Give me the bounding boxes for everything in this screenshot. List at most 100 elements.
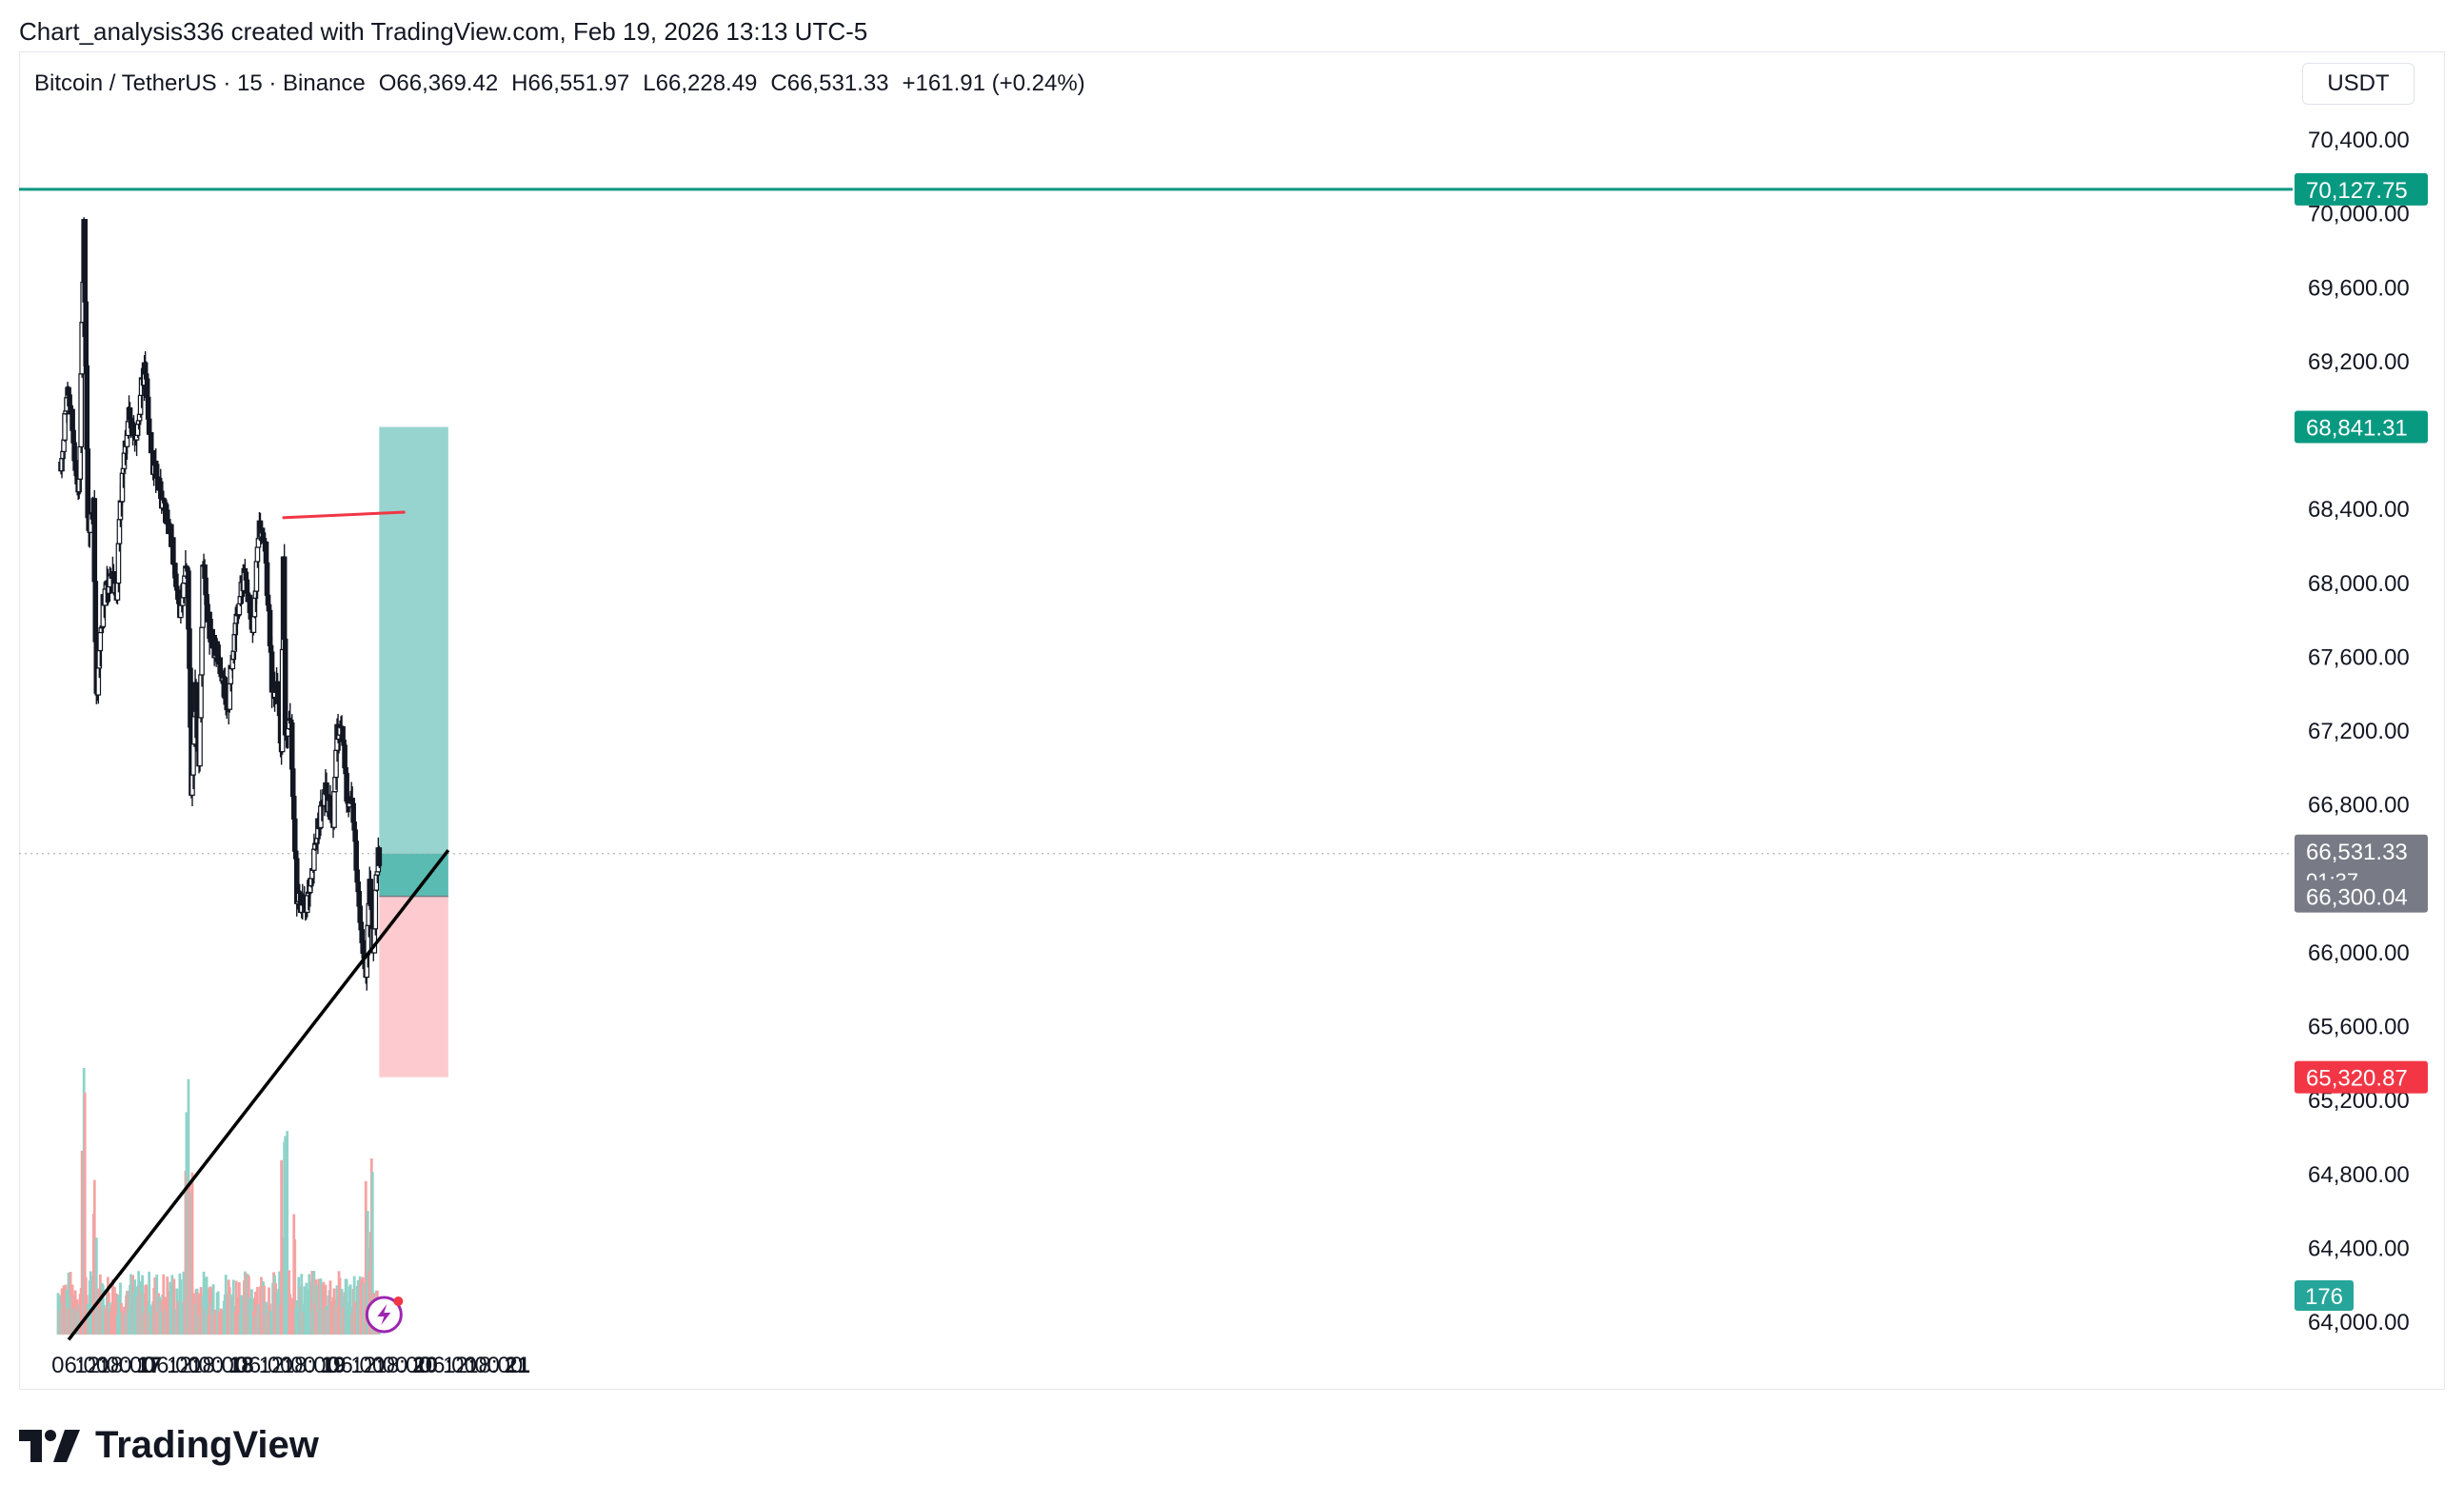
brand-name: TradingView <box>95 1424 319 1466</box>
volume-axis-label-text: 176 <box>2305 1284 2343 1310</box>
volume-bar <box>155 1275 159 1335</box>
volume-bar <box>67 1272 70 1335</box>
price-axis-label-text: 65,320.87 <box>2306 1066 2408 1092</box>
symbol-label[interactable]: Bitcoin / TetherUS · 15 · Binance <box>34 70 366 96</box>
low-value: L66,228.49 <box>643 70 758 96</box>
position-open-pnl-zone <box>379 853 448 897</box>
volume-bar <box>254 1291 257 1335</box>
time-axis-tick: 06:00 <box>420 1353 477 1378</box>
change-value: +161.91 (+0.24%) <box>902 70 1085 96</box>
volume-bar <box>172 1278 176 1335</box>
price-axis-label-text: 66,531.33 <box>2306 840 2408 865</box>
time-axis-tick: 06:00 <box>328 1353 385 1378</box>
candle-body <box>145 396 151 420</box>
time-axis-tick: 12:00 <box>167 1353 224 1378</box>
resistance-line[interactable] <box>282 510 406 520</box>
candle-body <box>372 889 379 930</box>
open-value: O66,369.42 <box>378 70 499 96</box>
currency-selector[interactable]: USDT <box>2302 63 2414 105</box>
volume-bar <box>315 1284 319 1335</box>
candle-body <box>311 848 317 871</box>
candle-body <box>91 498 98 583</box>
volume-bar <box>190 1172 194 1335</box>
volume-axis-label <box>2295 1280 2354 1311</box>
candle-body <box>291 818 298 852</box>
candle-body <box>331 791 337 828</box>
candle-body <box>203 577 209 596</box>
candle-body <box>254 546 261 563</box>
volume-bar <box>141 1275 145 1335</box>
candle-body <box>222 677 229 700</box>
price-axis-label <box>2295 880 2428 913</box>
candle-body <box>190 743 196 776</box>
volume-bar <box>312 1271 316 1335</box>
price-axis-tick: 67,600.00 <box>2308 644 2410 670</box>
chart-caption: Chart_analysis336 created with TradingVi… <box>19 17 868 46</box>
volume-bar <box>362 1283 366 1335</box>
chart-pane[interactable] <box>19 51 2445 1390</box>
time-axis-tick: 21 <box>505 1353 530 1378</box>
brand-logo[interactable]: TradingView <box>19 1424 319 1467</box>
volume-bar <box>263 1285 266 1335</box>
candle-body <box>264 562 270 596</box>
price-axis-tick: 68,400.00 <box>2308 497 2410 523</box>
volume-bar <box>322 1281 326 1335</box>
time-axis-tick: 19 <box>321 1353 347 1378</box>
volume-bar <box>98 1274 102 1335</box>
volume-bar <box>317 1278 321 1335</box>
time-axis-tick: 12:00 <box>259 1353 316 1378</box>
volume-bar <box>237 1282 241 1335</box>
time-axis-tick: 06:00 <box>51 1353 109 1378</box>
price-axis-tick: 69,200.00 <box>2308 349 2410 375</box>
candle-body <box>92 581 99 643</box>
tradingview-logo-icon <box>19 1429 80 1462</box>
time-axis-tick: 06:00 <box>144 1353 201 1378</box>
price-axis-tick: 64,400.00 <box>2308 1236 2410 1261</box>
candle-body <box>97 631 104 652</box>
volume-bar <box>274 1283 277 1335</box>
price-axis-label <box>2295 1060 2428 1094</box>
price-axis-label-text: 70,127.75 <box>2306 178 2408 204</box>
volume-bar <box>199 1287 203 1335</box>
candle-body <box>250 616 257 633</box>
time-axis-tick: 20 <box>412 1353 438 1378</box>
time-axis-tick: 12:00 <box>443 1353 500 1378</box>
candle-body <box>144 378 150 399</box>
volume-bar <box>83 1092 87 1335</box>
volume-bar <box>80 1150 84 1335</box>
candle-body <box>324 782 329 796</box>
price-axis-tick: 70,000.00 <box>2308 202 2410 228</box>
price-axis-tick: 64,000.00 <box>2308 1310 2410 1336</box>
price-axis-label <box>2295 172 2428 206</box>
price-axis-tick: 68,000.00 <box>2308 571 2410 597</box>
price-axis-tick: 65,600.00 <box>2308 1015 2410 1040</box>
volume-bar <box>196 1293 200 1335</box>
volume-bar <box>345 1278 348 1335</box>
volume-bar <box>92 1179 96 1335</box>
volume-bar <box>148 1271 151 1335</box>
volume-bar <box>280 1159 284 1335</box>
time-axis-tick: 18:00 <box>466 1353 523 1378</box>
volume-bar <box>286 1131 289 1335</box>
candle-body <box>181 582 187 599</box>
alert-dot-icon <box>393 1296 404 1306</box>
time-axis-tick: 18:00 <box>189 1353 247 1378</box>
price-axis-label-text: 66,300.04 <box>2306 885 2408 911</box>
volume-bar <box>293 1238 297 1335</box>
volume-bar <box>260 1276 263 1335</box>
volume-bar <box>206 1289 209 1335</box>
time-axis-tick: 12:00 <box>74 1353 131 1378</box>
price-axis-tick: 66,000.00 <box>2308 940 2410 966</box>
candle-body <box>199 626 205 676</box>
volume-bar <box>370 1172 374 1335</box>
time-axis-tick: 12:00 <box>350 1353 407 1378</box>
ohlc-legend: Bitcoin / TetherUS · 15 · Binance O66,369… <box>34 70 1099 97</box>
lightning-glyph-icon <box>377 1304 391 1325</box>
position-target-zone[interactable] <box>379 426 448 897</box>
close-value: C66,531.33 <box>770 70 889 96</box>
ascending-trendline[interactable] <box>67 849 450 1341</box>
volume-bar <box>202 1271 206 1335</box>
candle-body <box>353 841 359 871</box>
volume-bar <box>115 1293 118 1335</box>
